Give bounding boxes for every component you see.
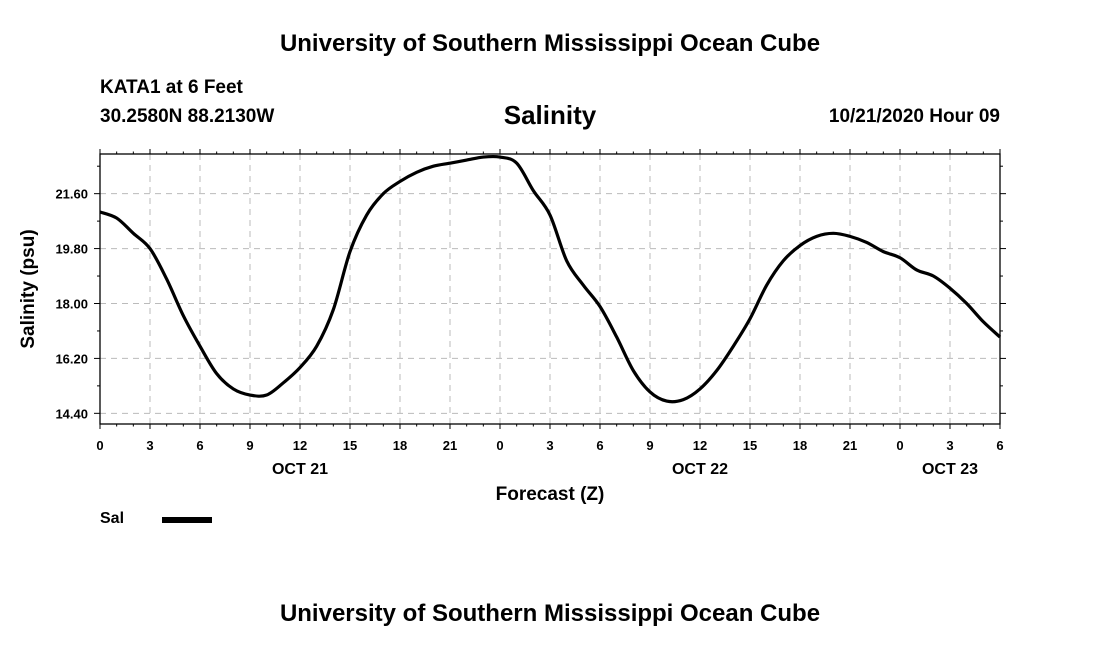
y-tick-label: 14.40	[55, 406, 88, 421]
plot-frame	[99, 153, 1001, 425]
legend-label: Sal	[100, 510, 125, 527]
y-tick-label: 19.80	[55, 242, 88, 257]
y-tick-label: 18.00	[55, 296, 88, 311]
x-tick-label: 12	[293, 438, 307, 453]
x-tick-label: 0	[896, 438, 903, 453]
x-tick-label: 18	[393, 438, 407, 453]
timestamp-label: 10/21/2020 Hour 09	[828, 106, 1000, 127]
date-label: OCT 22	[672, 461, 728, 478]
x-tick-label: 0	[96, 438, 103, 453]
x-tick-label: 6	[596, 438, 603, 453]
x-tick-label: 6	[996, 438, 1003, 453]
x-tick-label: 15	[743, 438, 757, 453]
series-line-sal	[99, 154, 1002, 404]
x-tick-label: 0	[496, 438, 503, 453]
legend-line-swatch	[162, 517, 212, 523]
station-label: KATA1 at 6 Feet	[100, 77, 243, 98]
x-tick-label: 3	[546, 438, 553, 453]
y-tick-label: 21.60	[55, 187, 88, 202]
page-title: University of Southern Mississippi Ocean…	[279, 30, 821, 57]
x-tick-label: 21	[443, 438, 457, 453]
x-axis-label: Forecast (Z)	[496, 484, 605, 505]
x-tick-label: 6	[196, 438, 203, 453]
chart-title: Salinity	[503, 100, 597, 130]
x-tick-label: 9	[646, 438, 653, 453]
x-tick-label: 3	[946, 438, 953, 453]
date-label: OCT 21	[272, 461, 328, 478]
x-tick-label: 15	[343, 438, 357, 453]
x-tick-label: 18	[793, 438, 807, 453]
x-tick-label: 12	[693, 438, 707, 453]
footer-title: University of Southern Mississippi Ocean…	[279, 600, 821, 627]
x-tick-label: 3	[146, 438, 153, 453]
y-axis-label: Salinity (psu)	[18, 229, 39, 348]
y-tick-label: 16.20	[55, 351, 88, 366]
x-tick-label: 9	[246, 438, 253, 453]
x-tick-label: 21	[843, 438, 857, 453]
coordinates-label: 30.2580N 88.2130W	[100, 106, 275, 127]
date-label: OCT 23	[922, 461, 978, 478]
